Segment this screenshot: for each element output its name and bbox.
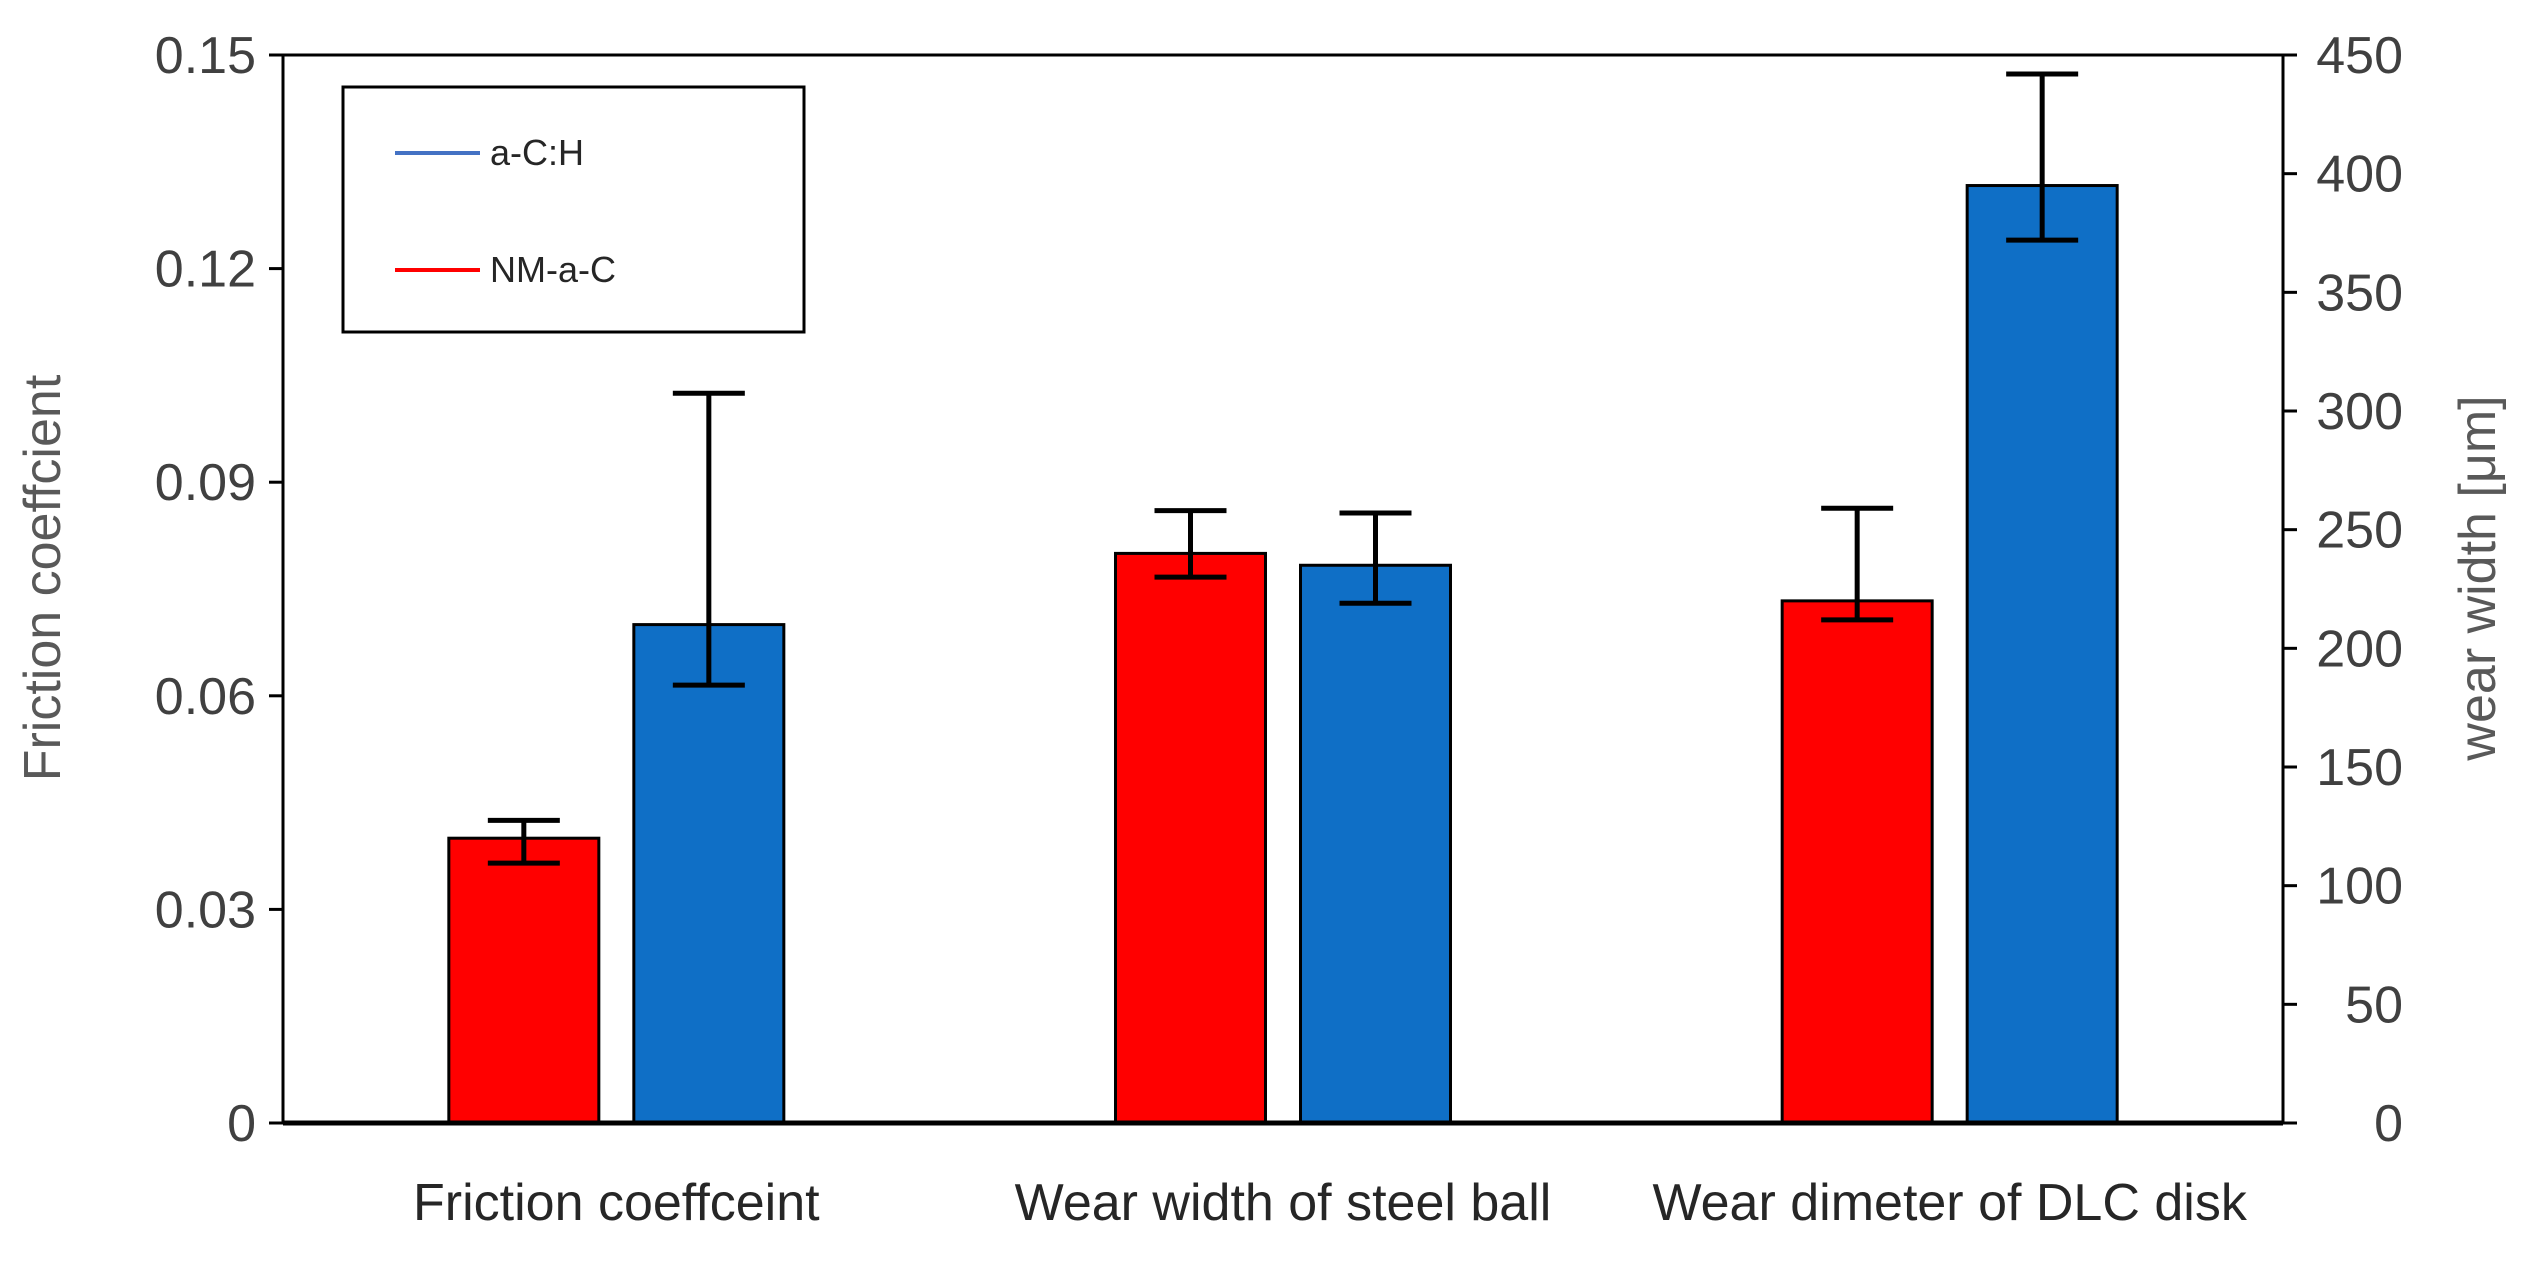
left-tick-label: 0.09 bbox=[155, 454, 256, 512]
right-tick-label: 400 bbox=[2316, 146, 2403, 204]
left-tick-label: 0.15 bbox=[155, 27, 256, 85]
left-tick-label: 0.06 bbox=[155, 668, 256, 726]
left-axis-ticks: 0 0.03 0.06 0.09 0.12 0.15 bbox=[155, 27, 283, 1153]
right-tick-label: 100 bbox=[2316, 858, 2403, 916]
legend-label-a-c-h: a-C:H bbox=[490, 132, 584, 173]
right-axis-title: wear width [μm] bbox=[2449, 395, 2507, 761]
bar-a-c-h-2 bbox=[1299, 563, 1452, 1125]
right-tick-label: 0 bbox=[2374, 1095, 2403, 1153]
right-tick-label: 350 bbox=[2316, 264, 2403, 322]
category-label: Wear dimeter of DLC disk bbox=[1652, 1174, 2247, 1232]
right-tick-label: 200 bbox=[2316, 620, 2403, 678]
right-axis-ticks: 0 50 100 150 200 250 300 350 400 450 bbox=[2283, 27, 2403, 1153]
legend-box bbox=[341, 85, 806, 334]
bar-nm-a-c-2 bbox=[1114, 551, 1267, 1125]
error-bars bbox=[487, 71, 2079, 866]
bar-nm-a-c-3 bbox=[1780, 599, 1934, 1125]
right-tick-label: 450 bbox=[2316, 27, 2403, 85]
bar-a-c-h-3 bbox=[1965, 184, 2119, 1125]
bar-nm-a-c-1 bbox=[447, 836, 601, 1125]
right-tick-label: 300 bbox=[2316, 383, 2403, 441]
plot-frame bbox=[281, 53, 2285, 1123]
bars bbox=[447, 184, 2119, 1125]
left-tick-label: 0.03 bbox=[155, 881, 256, 939]
right-tick-label: 150 bbox=[2316, 739, 2403, 797]
left-axis-title: Friction coeffcient bbox=[14, 374, 72, 781]
left-tick-label: 0 bbox=[227, 1095, 256, 1153]
left-tick-label: 0.12 bbox=[155, 241, 256, 299]
category-label: Friction coeffceint bbox=[413, 1174, 820, 1232]
right-tick-label: 50 bbox=[2345, 976, 2403, 1034]
legend-label-nm-a-c: NM-a-C bbox=[490, 249, 616, 290]
right-tick-label: 250 bbox=[2316, 502, 2403, 560]
legend: a-C:H NM-a-C bbox=[341, 85, 806, 334]
category-labels: Friction coeffceint Wear width of steel b… bbox=[413, 1174, 2248, 1232]
category-label: Wear width of steel ball bbox=[1015, 1174, 1552, 1232]
bar-a-c-h-1 bbox=[632, 623, 786, 1125]
